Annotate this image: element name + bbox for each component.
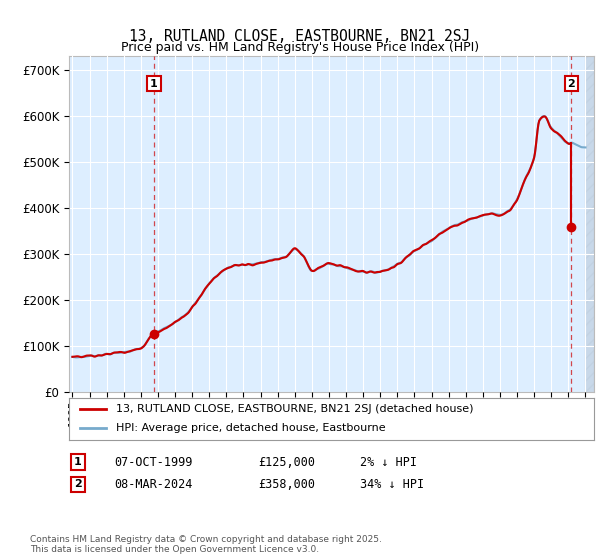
- Text: 2: 2: [568, 78, 575, 88]
- Text: £358,000: £358,000: [258, 478, 315, 491]
- Text: 08-MAR-2024: 08-MAR-2024: [114, 478, 193, 491]
- Text: 1: 1: [150, 78, 158, 88]
- Text: £125,000: £125,000: [258, 455, 315, 469]
- Text: Price paid vs. HM Land Registry's House Price Index (HPI): Price paid vs. HM Land Registry's House …: [121, 41, 479, 54]
- Text: Contains HM Land Registry data © Crown copyright and database right 2025.
This d: Contains HM Land Registry data © Crown c…: [30, 535, 382, 554]
- Text: 13, RUTLAND CLOSE, EASTBOURNE, BN21 2SJ: 13, RUTLAND CLOSE, EASTBOURNE, BN21 2SJ: [130, 29, 470, 44]
- Bar: [586, 56, 594, 392]
- Text: 13, RUTLAND CLOSE, EASTBOURNE, BN21 2SJ (detached house): 13, RUTLAND CLOSE, EASTBOURNE, BN21 2SJ …: [116, 404, 474, 414]
- Text: HPI: Average price, detached house, Eastbourne: HPI: Average price, detached house, East…: [116, 423, 386, 433]
- Text: 34% ↓ HPI: 34% ↓ HPI: [360, 478, 424, 491]
- Text: 2: 2: [74, 479, 82, 489]
- Text: 07-OCT-1999: 07-OCT-1999: [114, 455, 193, 469]
- Text: 1: 1: [74, 457, 82, 467]
- Text: 2% ↓ HPI: 2% ↓ HPI: [360, 455, 417, 469]
